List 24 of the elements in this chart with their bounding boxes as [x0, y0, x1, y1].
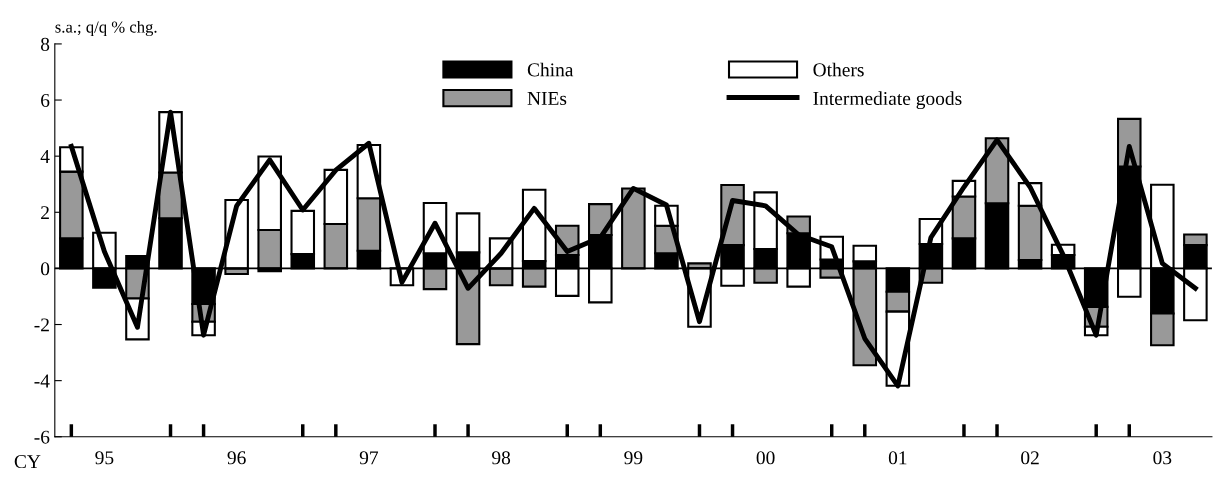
x-axis-title: CY [14, 455, 41, 469]
bar [852, 244, 878, 263]
x-tick-label: 00 [756, 451, 775, 465]
y-tick-label: 8 [40, 37, 50, 51]
y-tick-label: -6 [34, 430, 50, 444]
x-tick-label: 02 [1021, 451, 1039, 465]
x-tick-label: 97 [359, 451, 379, 465]
y-tick-label: 2 [41, 206, 49, 220]
legend-label: NIEs [527, 92, 567, 106]
x-tick-label: 95 [95, 451, 114, 465]
legend-label: Others [813, 62, 864, 77]
y-tick-label: 0 [40, 262, 50, 276]
x-tick-label: 98 [492, 451, 511, 465]
legend-label: Intermediate goods [813, 91, 962, 110]
y-axis-title: s.a.; q/q % chg. [55, 20, 157, 37]
y-tick-label: 6 [41, 93, 50, 107]
x-tick-label: 03 [1153, 451, 1172, 465]
x-tick-label: 99 [624, 451, 643, 465]
y-tick-label: -2 [34, 318, 49, 332]
x-tick-label: 01 [888, 451, 907, 465]
y-tick-label: -4 [34, 374, 50, 388]
y-tick-label: 4 [40, 150, 50, 163]
legend-label: China [527, 62, 574, 77]
x-tick-label: 96 [227, 451, 246, 465]
